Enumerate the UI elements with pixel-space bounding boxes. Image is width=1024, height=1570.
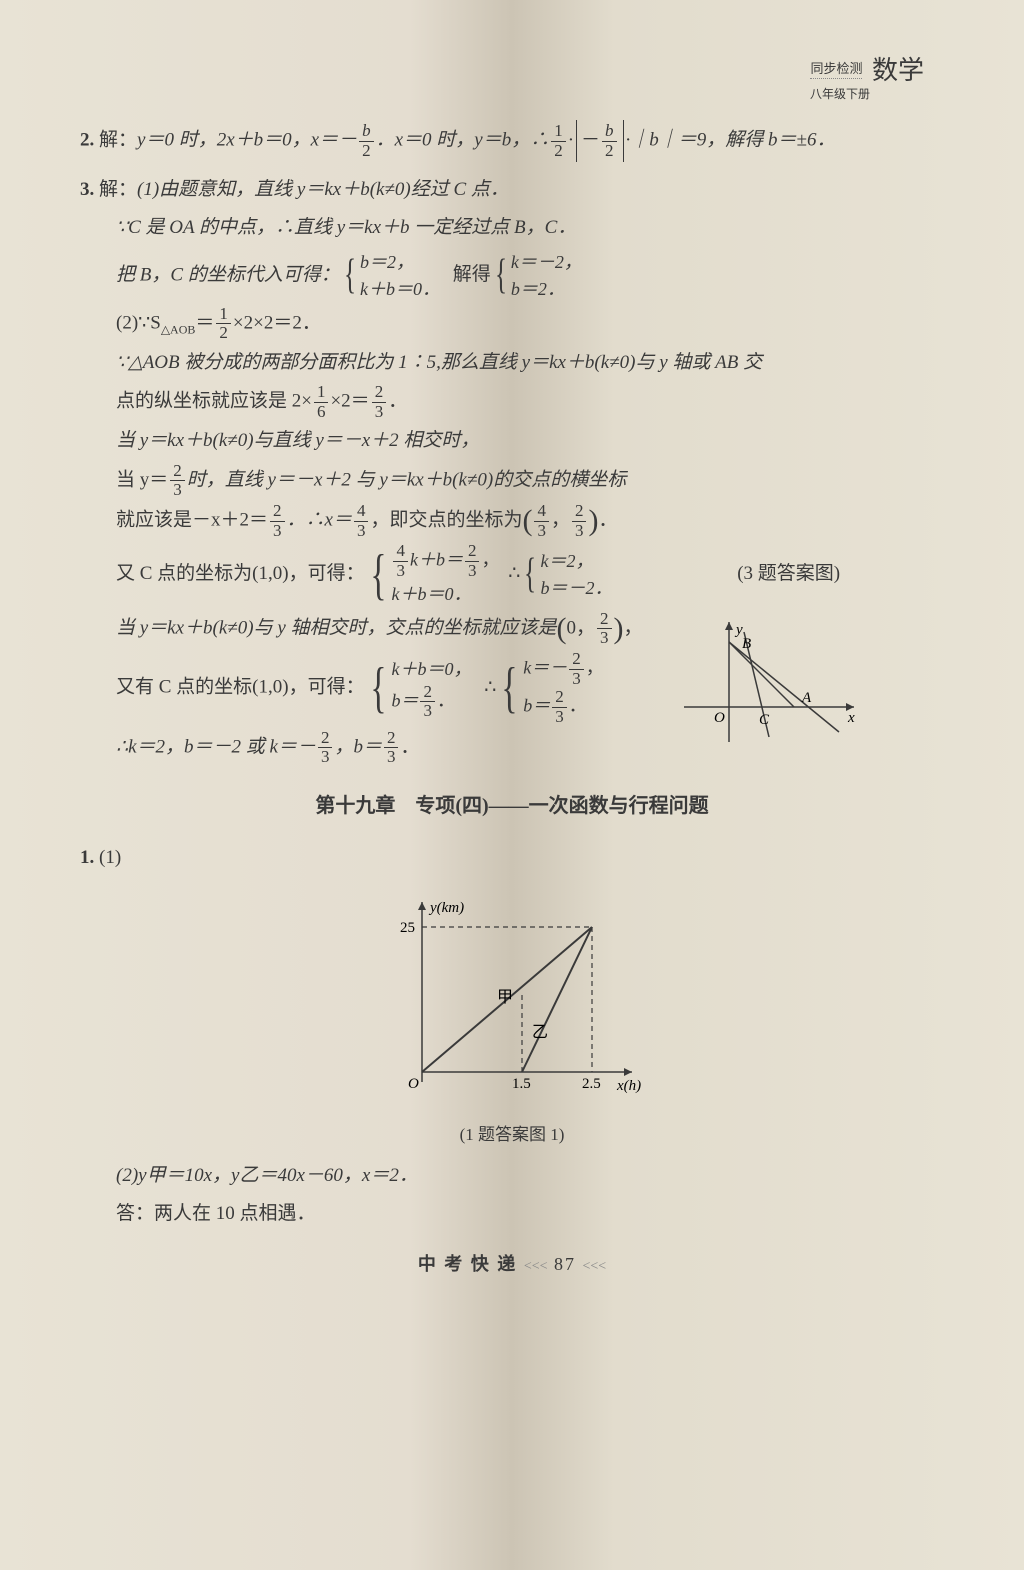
- graph-aob: y x O B A C: [674, 612, 874, 792]
- p2-abs: －b2: [576, 120, 624, 162]
- chart-line1-label: 甲: [497, 989, 513, 1006]
- header-line2: 八年级下册: [810, 85, 870, 102]
- brace-icon: {: [495, 259, 507, 293]
- chart-1: y(km) x(h) 25 O 1.5 2.5 甲 乙 (1 题答案图 1): [80, 882, 944, 1151]
- problem-3: 3. 解：(1)由题意知，直线 y＝kx＋b(k≠0)经过 C 点． ∵C 是 …: [80, 172, 944, 767]
- p3-l12a: 又有 C 点的坐标(1,0)，可得：: [116, 677, 365, 698]
- chart-xtick-2: 2.5: [582, 1076, 601, 1092]
- p2-pre: 解：: [99, 130, 137, 151]
- p3-l9a: 就应该是－x＋2＝: [116, 509, 268, 530]
- problem-3-label: 3.: [80, 179, 94, 200]
- p3-pre: 解：: [99, 179, 137, 200]
- brace-icon: {: [344, 259, 356, 293]
- brace-icon: {: [370, 666, 386, 711]
- graph-label-B: B: [742, 636, 751, 652]
- p3-l8a: 当 y＝: [116, 469, 168, 490]
- p1b-l3: 答：两人在 10 点相遇．: [116, 1203, 316, 1224]
- p3-l13a: ∴k＝2，b＝－2 或 k＝－: [116, 736, 316, 757]
- chart-ytick: 25: [400, 920, 415, 936]
- p3-l2: ∵C 是 OA 的中点，∴直线 y＝kx＋b 一定经过点 B，C．: [116, 217, 576, 238]
- header-line1: 同步检测: [810, 58, 862, 79]
- problem-1b-label: 1.: [80, 847, 94, 868]
- p2-t1: y＝0 时，2x＋b＝0，x＝－: [137, 130, 357, 151]
- p1b-l1: (1): [99, 847, 121, 868]
- p2-t4: ·｜b｜＝9，解得 b＝±6．: [626, 130, 836, 151]
- problem-2-label: 2.: [80, 130, 94, 151]
- chart-xtick-O: O: [408, 1076, 419, 1092]
- graph-caption-inline: (3 题答案图): [737, 563, 840, 584]
- p3-l4a: (2)∵S: [116, 312, 161, 333]
- graph-label-x: x: [847, 710, 855, 726]
- brace-icon: {: [370, 553, 386, 598]
- p2-t3: ·: [568, 130, 574, 151]
- page-header: 同步检测 数学 八年级下册: [810, 50, 924, 103]
- footer-title: 中 考 快 递: [418, 1254, 518, 1274]
- p3-l5: ∵△AOB 被分成的两部分面积比为 1∶5,那么直线 y＝kx＋b(k≠0)与 …: [116, 352, 762, 373]
- graph-label-C: C: [759, 712, 770, 728]
- problem-1b: 1. (1) y(km) x: [80, 840, 944, 1232]
- chart-ylabel: y(km): [428, 900, 464, 916]
- p3-l3b: 解得: [453, 264, 491, 285]
- footer-page-number: 87: [554, 1254, 576, 1274]
- p3-l11a: 当 y＝kx＋b(k≠0)与 y 轴相交时，交点的坐标就应该是: [116, 617, 557, 638]
- header-subject: 数学: [872, 50, 924, 87]
- p3-l4sub: △AOB: [161, 322, 196, 336]
- p3-l10a: 又 C 点的坐标为(1,0)，可得：: [116, 563, 365, 584]
- footer-mark-left: <<<: [524, 1259, 548, 1274]
- p2-frac2: 12: [551, 122, 566, 160]
- brace-icon: {: [524, 558, 536, 592]
- graph-label-O: O: [714, 710, 725, 726]
- chart-xlabel: x(h): [616, 1078, 641, 1094]
- chart-caption: (1 题答案图 1): [80, 1119, 944, 1151]
- section-title: 第十九章 专项(四)——一次函数与行程问题: [80, 787, 944, 825]
- p3-l6a: 点的纵坐标就应该是 2×: [116, 391, 312, 412]
- problem-2: 2. 解：y＝0 时，2x＋b＝0，x＝－b2．x＝0 时，y＝b，∴12·－b…: [80, 120, 944, 162]
- p2-t2: ．x＝0 时，y＝b，∴: [376, 130, 550, 151]
- graph-label-A: A: [801, 690, 812, 706]
- p1b-l2: (2)y甲＝10x，y乙＝40x－60，x＝2．: [116, 1165, 418, 1186]
- p2-frac1: b2: [359, 122, 374, 160]
- page-footer: 中 考 快 递 <<< 87 <<<: [80, 1247, 944, 1281]
- chart-line2-label: 乙: [532, 1024, 548, 1041]
- footer-mark-right: <<<: [583, 1259, 607, 1274]
- p3-l7: 当 y＝kx＋b(k≠0)与直线 y＝－x＋2 相交时，: [116, 430, 479, 451]
- p3-l3a: 把 B，C 的坐标代入可得：: [116, 264, 340, 285]
- brace-icon: {: [502, 666, 518, 711]
- chart-xtick-1: 1.5: [512, 1076, 531, 1092]
- p3-l1: (1)由题意知，直线 y＝kx＋b(k≠0)经过 C 点．: [137, 179, 509, 200]
- content-body: 2. 解：y＝0 时，2x＋b＝0，x＝－b2．x＝0 时，y＝b，∴12·－b…: [80, 120, 944, 1281]
